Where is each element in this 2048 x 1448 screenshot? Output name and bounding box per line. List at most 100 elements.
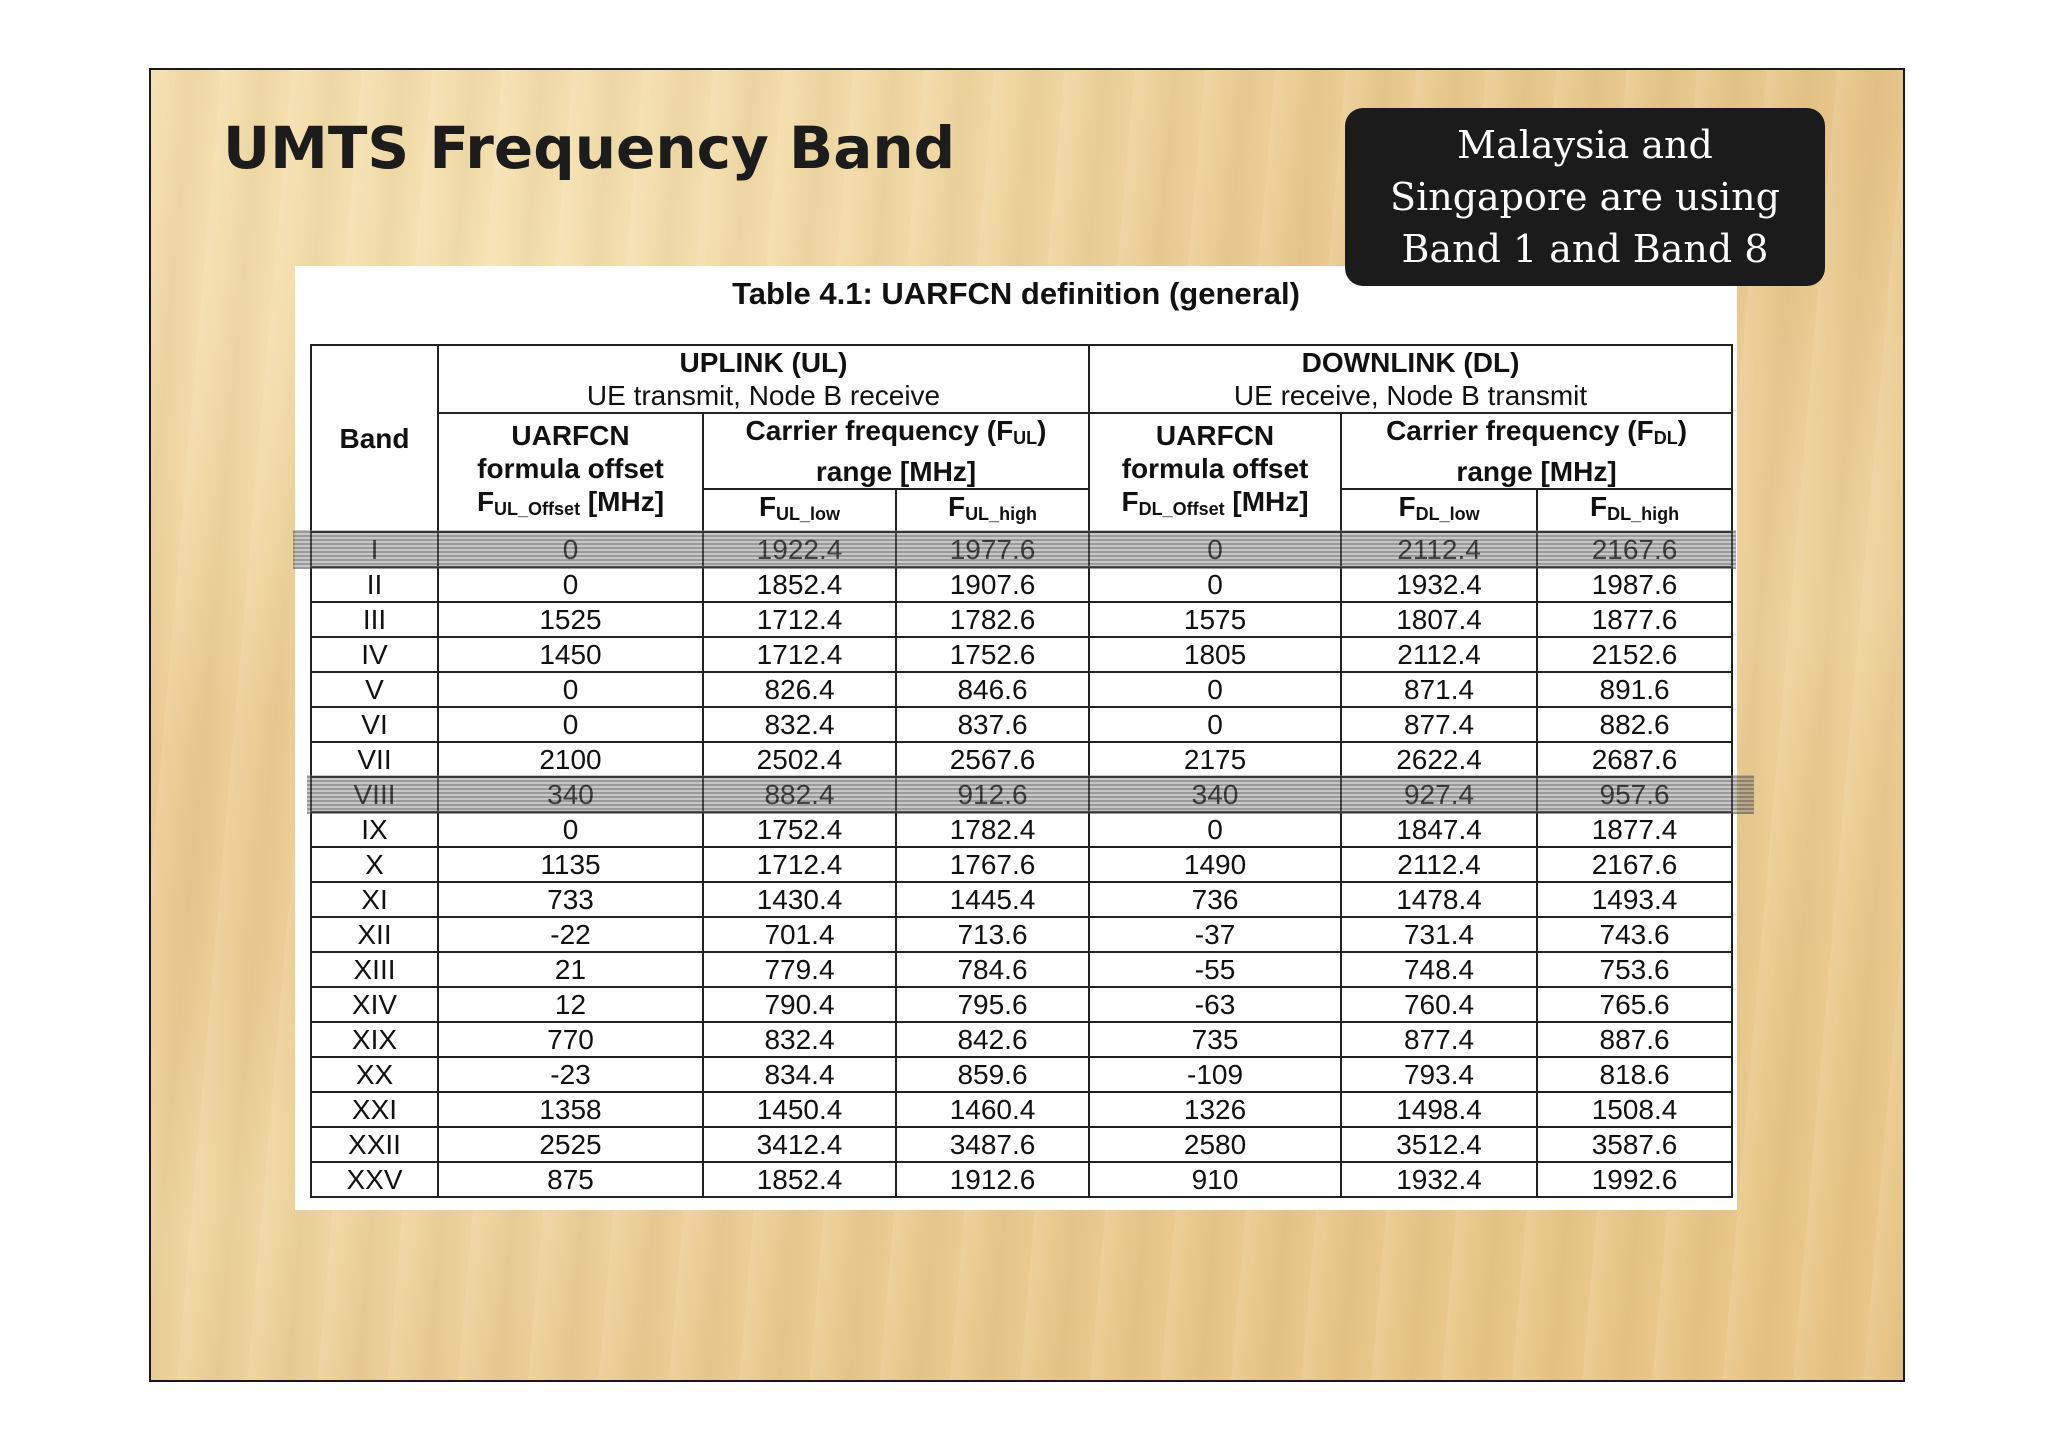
header-dl-carrier: Carrier frequency (FDL) range [MHz]: [1340, 412, 1734, 490]
table-row: XIII 21 779.4 784.6 -55 748.4 753.6: [310, 951, 1734, 988]
cell-dl-offset: 910: [1088, 1161, 1343, 1198]
header-ul-carrier-line1: Carrier frequency (FUL): [705, 415, 1087, 455]
cell-dl-low: 1847.4: [1340, 811, 1539, 848]
cell-ul-offset: 0: [437, 811, 704, 848]
cell-dl-offset: 1326: [1088, 1091, 1343, 1128]
cell-dl-offset: -55: [1088, 951, 1343, 988]
cell-ul-high: 1912.6: [894, 1161, 1091, 1198]
cell-dl-low: 877.4: [1340, 1021, 1539, 1058]
header-band: Band: [310, 344, 439, 533]
cell-band: V: [310, 671, 439, 708]
cell-dl-high: 1987.6: [1536, 566, 1734, 603]
cell-dl-offset: 1805: [1088, 636, 1343, 673]
cell-dl-low: 1498.4: [1340, 1091, 1539, 1128]
table-row: VIII 340 882.4 912.6 340 927.4 957.6: [310, 776, 1734, 813]
header-dl-offset-prefix: F: [1121, 486, 1139, 517]
cell-dl-high: 2167.6: [1536, 531, 1734, 568]
header-uplink: UPLINK (UL) UE transmit, Node B receive: [436, 344, 1091, 414]
slide: UMTS Frequency Band Malaysia and Singapo…: [149, 68, 1905, 1382]
cell-dl-low: 748.4: [1340, 951, 1539, 988]
cell-ul-low: 790.4: [702, 986, 897, 1023]
table-caption: Table 4.1: UARFCN definition (general): [732, 276, 1300, 311]
cell-ul-offset: 2100: [437, 741, 704, 778]
cell-dl-low: 731.4: [1340, 916, 1539, 953]
cell-dl-offset: 0: [1088, 566, 1343, 603]
header-ul-offset-prefix: F: [476, 486, 495, 517]
cell-dl-low: 2112.4: [1340, 636, 1539, 673]
cell-band: II: [310, 566, 439, 603]
cell-dl-offset: -109: [1088, 1056, 1343, 1093]
header-dl-high: FDL_high: [1536, 488, 1734, 533]
header-dl-carrier-prefix: Carrier frequency (F: [1386, 415, 1654, 446]
cell-dl-offset: 340: [1088, 776, 1343, 813]
cell-ul-low: 1752.4: [702, 811, 897, 848]
cell-ul-low: 1712.4: [702, 846, 897, 883]
header-dl-offset-unit: [MHz]: [1224, 486, 1309, 517]
table-row: XII -22 701.4 713.6 -37 731.4 743.6: [310, 916, 1734, 953]
header-dl-high-sub: DL_high: [1607, 504, 1680, 524]
header-dl-uarfcn-line1: UARFCN: [1155, 420, 1275, 451]
table-panel: Table 4.1: UARFCN definition (general) B…: [293, 266, 1754, 1210]
cell-ul-low: 826.4: [702, 671, 897, 708]
cell-dl-high: 887.6: [1536, 1021, 1734, 1058]
header-dl-uarfcn-offset: UARFCN formula offset FDL_Offset [MHz]: [1088, 412, 1343, 533]
cell-ul-low: 779.4: [702, 951, 897, 988]
table-row: V 0 826.4 846.6 0 871.4 891.6: [310, 671, 1734, 708]
cell-ul-offset: 0: [437, 566, 704, 603]
header-dl-carrier-suffix: ): [1677, 415, 1688, 446]
cell-ul-offset: 12: [437, 986, 704, 1023]
cell-dl-low: 760.4: [1340, 986, 1539, 1023]
table-row: XX -23 834.4 859.6 -109 793.4 818.6: [310, 1056, 1734, 1093]
header-dl-high-prefix: F: [1589, 491, 1608, 522]
cell-dl-high: 765.6: [1536, 986, 1734, 1023]
cell-band: XXV: [310, 1161, 439, 1198]
slide-title: UMTS Frequency Band: [223, 114, 956, 182]
cell-band: XXI: [310, 1091, 439, 1128]
header-ul-carrier: Carrier frequency (FUL) range [MHz]: [701, 412, 1091, 490]
cell-dl-offset: -63: [1088, 986, 1343, 1023]
header-dl-uarfcn-line2: formula offset: [1121, 453, 1309, 484]
cell-ul-high: 1782.4: [894, 811, 1091, 848]
cell-band: VII: [310, 741, 439, 778]
cell-dl-offset: 2175: [1088, 741, 1343, 778]
cell-ul-low: 1852.4: [702, 1161, 897, 1198]
uarfcn-table: Band UPLINK (UL) UE transmit, Node B rec…: [310, 344, 1734, 1198]
header-dl-low: FDL_low: [1340, 488, 1539, 533]
table-row: XXV 875 1852.4 1912.6 910 1932.4 1992.6: [310, 1161, 1734, 1198]
cell-dl-low: 2622.4: [1340, 741, 1539, 778]
cell-dl-offset: 0: [1088, 811, 1343, 848]
header-ul-carrier-line2: range [MHz]: [815, 456, 977, 487]
cell-ul-high: 1767.6: [894, 846, 1091, 883]
cell-ul-low: 1852.4: [702, 566, 897, 603]
cell-dl-high: 882.6: [1536, 706, 1734, 743]
cell-ul-low: 834.4: [702, 1056, 897, 1093]
cell-dl-high: 2152.6: [1536, 636, 1734, 673]
cell-ul-offset: -22: [437, 916, 704, 953]
cell-dl-high: 3587.6: [1536, 1126, 1734, 1163]
cell-dl-low: 1478.4: [1340, 881, 1539, 918]
cell-ul-offset: 0: [437, 671, 704, 708]
cell-ul-low: 832.4: [702, 1021, 897, 1058]
cell-band: XIX: [310, 1021, 439, 1058]
header-dl-low-prefix: F: [1398, 491, 1416, 522]
cell-band: IV: [310, 636, 439, 673]
cell-ul-low: 832.4: [702, 706, 897, 743]
cell-ul-low: 1712.4: [702, 601, 897, 638]
table-row: I 0 1922.4 1977.6 0 2112.4 2167.6: [310, 531, 1734, 568]
header-ul-low-sub: UL_low: [776, 504, 841, 524]
header-ul-low-prefix: F: [758, 491, 777, 522]
header-uplink-title: UPLINK (UL): [679, 347, 848, 378]
header-downlink-title: DOWNLINK (DL): [1301, 347, 1520, 378]
cell-dl-offset: 0: [1088, 531, 1343, 568]
cell-ul-offset: 0: [437, 531, 704, 568]
cell-ul-high: 1782.6: [894, 601, 1091, 638]
cell-ul-low: 701.4: [702, 916, 897, 953]
cell-dl-offset: 0: [1088, 671, 1343, 708]
cell-band: XX: [310, 1056, 439, 1093]
cell-ul-high: 795.6: [894, 986, 1091, 1023]
note-text: Malaysia and Singapore are using Band 1 …: [1390, 123, 1780, 271]
cell-ul-high: 842.6: [894, 1021, 1091, 1058]
cell-band: XII: [310, 916, 439, 953]
header-ul-high: FUL_high: [894, 488, 1091, 533]
cell-ul-offset: 770: [437, 1021, 704, 1058]
